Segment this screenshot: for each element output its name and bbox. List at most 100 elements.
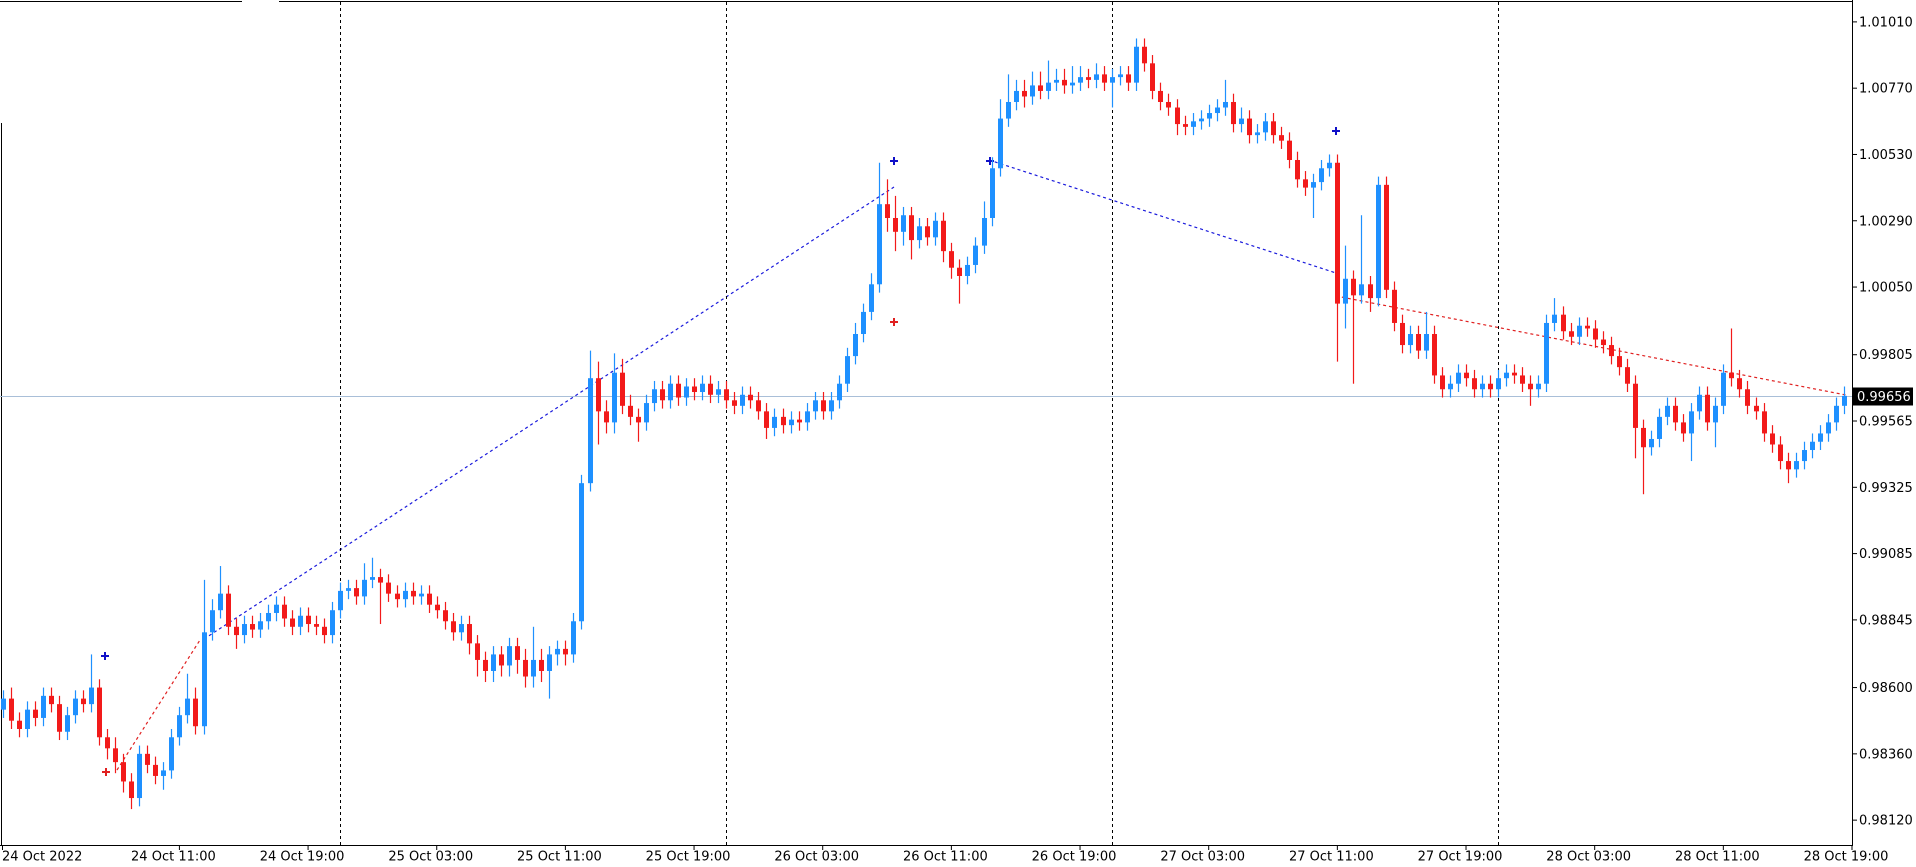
candle-body	[676, 383, 681, 398]
candle-body	[1384, 184, 1389, 290]
candle-body	[756, 400, 761, 412]
candle-body	[1681, 422, 1686, 434]
y-tick-label: 0.98600	[1859, 681, 1913, 696]
candle-body	[853, 334, 858, 357]
candle-body	[692, 386, 697, 393]
candle-body	[1794, 461, 1799, 470]
candle-body	[145, 753, 150, 765]
candle-body	[443, 610, 448, 622]
candle-body	[668, 383, 673, 401]
candle-body	[917, 226, 922, 241]
candle-body	[1295, 159, 1300, 180]
candle-body	[813, 400, 818, 412]
candle-body	[724, 389, 729, 401]
candle-body	[250, 624, 255, 630]
candle-body	[1689, 411, 1694, 434]
x-tick-label: 24 Oct 19:00	[260, 850, 345, 865]
candle-body	[1673, 405, 1678, 423]
signal-marker	[101, 652, 109, 660]
candle-body	[1577, 325, 1582, 337]
candle-body	[901, 215, 906, 232]
candle-body	[1826, 422, 1831, 434]
candle-body	[869, 284, 874, 312]
candle-body	[362, 579, 367, 597]
candle-body	[684, 386, 689, 398]
candle-body	[1359, 284, 1364, 296]
candle-body	[1343, 278, 1348, 304]
candle-body	[893, 217, 898, 232]
zigzag-line	[988, 159, 1337, 274]
candle-body	[1376, 184, 1381, 299]
candle-body	[1472, 378, 1477, 390]
candle-body	[1496, 378, 1501, 390]
candle-body	[1175, 107, 1180, 125]
candle-body	[1335, 162, 1340, 304]
candle-body	[933, 220, 938, 238]
candle-body	[33, 709, 38, 718]
candle-body	[1818, 433, 1823, 442]
candle-body	[998, 118, 1003, 169]
candle-body	[949, 251, 954, 268]
x-tick-label: 24 Oct 11:00	[131, 850, 216, 865]
candle-body	[1745, 389, 1750, 406]
candle-body	[1086, 77, 1091, 80]
candle-body	[636, 416, 641, 423]
candle-body	[1311, 182, 1316, 188]
candle-body	[57, 704, 62, 732]
x-tick-label: 25 Oct 19:00	[646, 850, 731, 865]
candle-body	[1657, 416, 1662, 439]
y-tick-label: 1.01010	[1859, 15, 1913, 30]
candle-body	[1, 698, 6, 710]
candle-body	[161, 770, 166, 776]
candle-body	[772, 416, 777, 428]
candle-body	[845, 356, 850, 384]
candle-body	[491, 654, 496, 671]
candle-body	[973, 245, 978, 265]
candle-body	[588, 378, 593, 484]
candle-body	[1665, 405, 1670, 417]
candle-body	[1649, 438, 1654, 448]
candle-body	[1054, 79, 1059, 83]
candle-body	[1215, 107, 1220, 114]
candle-body	[1601, 339, 1606, 346]
candle-body	[515, 646, 520, 660]
candle-body	[338, 590, 343, 611]
candle-body	[1327, 162, 1332, 169]
candle-body	[620, 372, 625, 406]
candle-body	[1593, 328, 1598, 340]
candle-body	[523, 659, 528, 677]
x-tick-label: 26 Oct 03:00	[774, 850, 859, 865]
candle-body	[652, 389, 657, 404]
candle-body	[411, 590, 416, 597]
candle-body	[258, 621, 263, 630]
candle-body	[1118, 74, 1123, 78]
signal-marker	[1332, 127, 1340, 135]
candle-body	[210, 610, 215, 633]
candle-body	[193, 698, 198, 727]
y-tick-label: 0.99325	[1859, 481, 1913, 496]
y-tick-label: 1.00770	[1859, 82, 1913, 97]
candle-body	[941, 220, 946, 252]
candle-body	[1504, 372, 1509, 379]
candle-body	[1351, 278, 1356, 296]
candle-body	[1416, 334, 1421, 351]
candle-body	[1713, 405, 1718, 423]
candle-body	[274, 604, 279, 613]
y-tick-label: 0.98120	[1859, 814, 1913, 829]
candle-body	[1094, 74, 1099, 80]
candle-body	[805, 411, 810, 423]
candle-body	[121, 762, 126, 782]
x-tick-label: 26 Oct 19:00	[1032, 850, 1117, 865]
candle-body	[290, 618, 295, 627]
candle-body	[1408, 334, 1413, 346]
candle-body	[1440, 375, 1445, 390]
candle-body	[234, 626, 239, 636]
x-tick-label: 27 Oct 19:00	[1418, 850, 1503, 865]
candle-body	[73, 698, 78, 716]
candle-body	[700, 383, 705, 393]
candle-body	[1223, 101, 1228, 108]
candle-body	[1480, 383, 1485, 390]
current-price-tag	[1853, 387, 1913, 406]
candle-body	[1263, 121, 1268, 133]
